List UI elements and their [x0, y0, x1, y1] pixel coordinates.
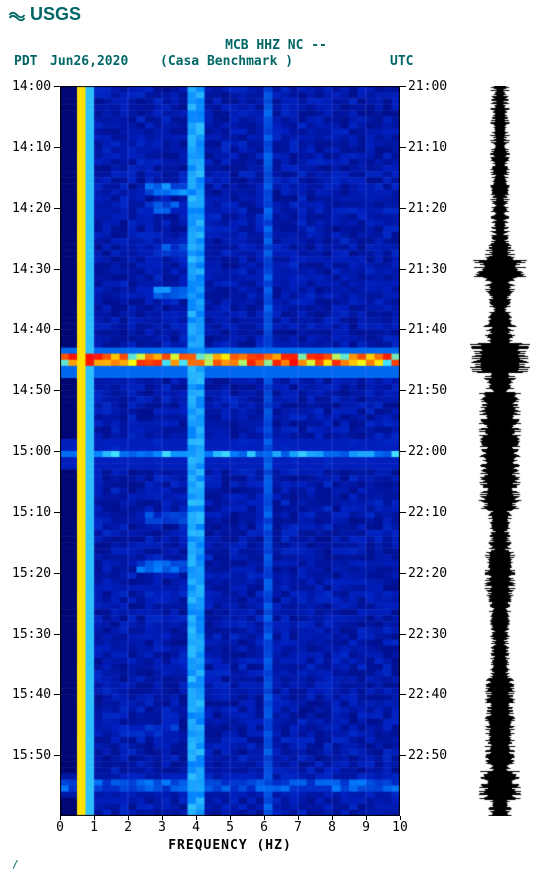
x-tick: 2 [124, 820, 132, 835]
y-left-tick: 14:50 [12, 383, 51, 398]
y-left-tick: 15:20 [12, 566, 51, 581]
x-tick: 6 [260, 820, 268, 835]
waveform-plot [470, 86, 530, 816]
y-left-tick: 15:00 [12, 444, 51, 459]
y-right-tick: 22:10 [408, 505, 447, 520]
logo-text: USGS [30, 4, 81, 25]
date: Jun26,2020 [50, 54, 128, 69]
x-tick: 10 [392, 820, 408, 835]
y-right-tick: 21:00 [408, 79, 447, 94]
y-right-tick: 21:50 [408, 383, 447, 398]
y-right-tick: 21:40 [408, 322, 447, 337]
x-tick: 5 [226, 820, 234, 835]
spectrogram-canvas [60, 86, 400, 816]
x-tick: 4 [192, 820, 200, 835]
y-right-tick: 21:10 [408, 140, 447, 155]
y-left-tick: 14:30 [12, 262, 51, 277]
y-left-tick: 15:30 [12, 627, 51, 642]
y-left-tick: 15:50 [12, 748, 51, 763]
y-right-tick: 21:30 [408, 262, 447, 277]
title-line-2: (Casa Benchmark ) [160, 54, 293, 69]
waveform-canvas [470, 86, 530, 816]
x-tick: 3 [158, 820, 166, 835]
y-left-tick: 14:10 [12, 140, 51, 155]
y-right-tick: 22:00 [408, 444, 447, 459]
y-left-tick: 14:40 [12, 322, 51, 337]
y-left-tick: 15:10 [12, 505, 51, 520]
usgs-logo: USGS [8, 4, 81, 25]
y-right-tick: 22:30 [408, 627, 447, 642]
spectrogram-plot [60, 86, 400, 816]
root: USGS MCB HHZ NC -- PDT Jun26,2020 (Casa … [0, 0, 552, 893]
x-tick: 7 [294, 820, 302, 835]
x-tick: 8 [328, 820, 336, 835]
title-line-1: MCB HHZ NC -- [0, 38, 552, 53]
y-left-tick: 14:20 [12, 201, 51, 216]
tz-right: UTC [390, 54, 413, 69]
tz-left: PDT [14, 54, 37, 69]
x-tick: 9 [362, 820, 370, 835]
x-tick: 1 [90, 820, 98, 835]
y-right-tick: 22:50 [408, 748, 447, 763]
y-left-tick: 14:00 [12, 79, 51, 94]
x-tick: 0 [56, 820, 64, 835]
footer: / [12, 858, 19, 871]
y-right-tick: 22:40 [408, 687, 447, 702]
y-left-tick: 15:40 [12, 687, 51, 702]
y-right-tick: 21:20 [408, 201, 447, 216]
x-axis-label: FREQUENCY (HZ) [60, 838, 400, 853]
y-right-tick: 22:20 [408, 566, 447, 581]
wave-icon [8, 6, 26, 24]
